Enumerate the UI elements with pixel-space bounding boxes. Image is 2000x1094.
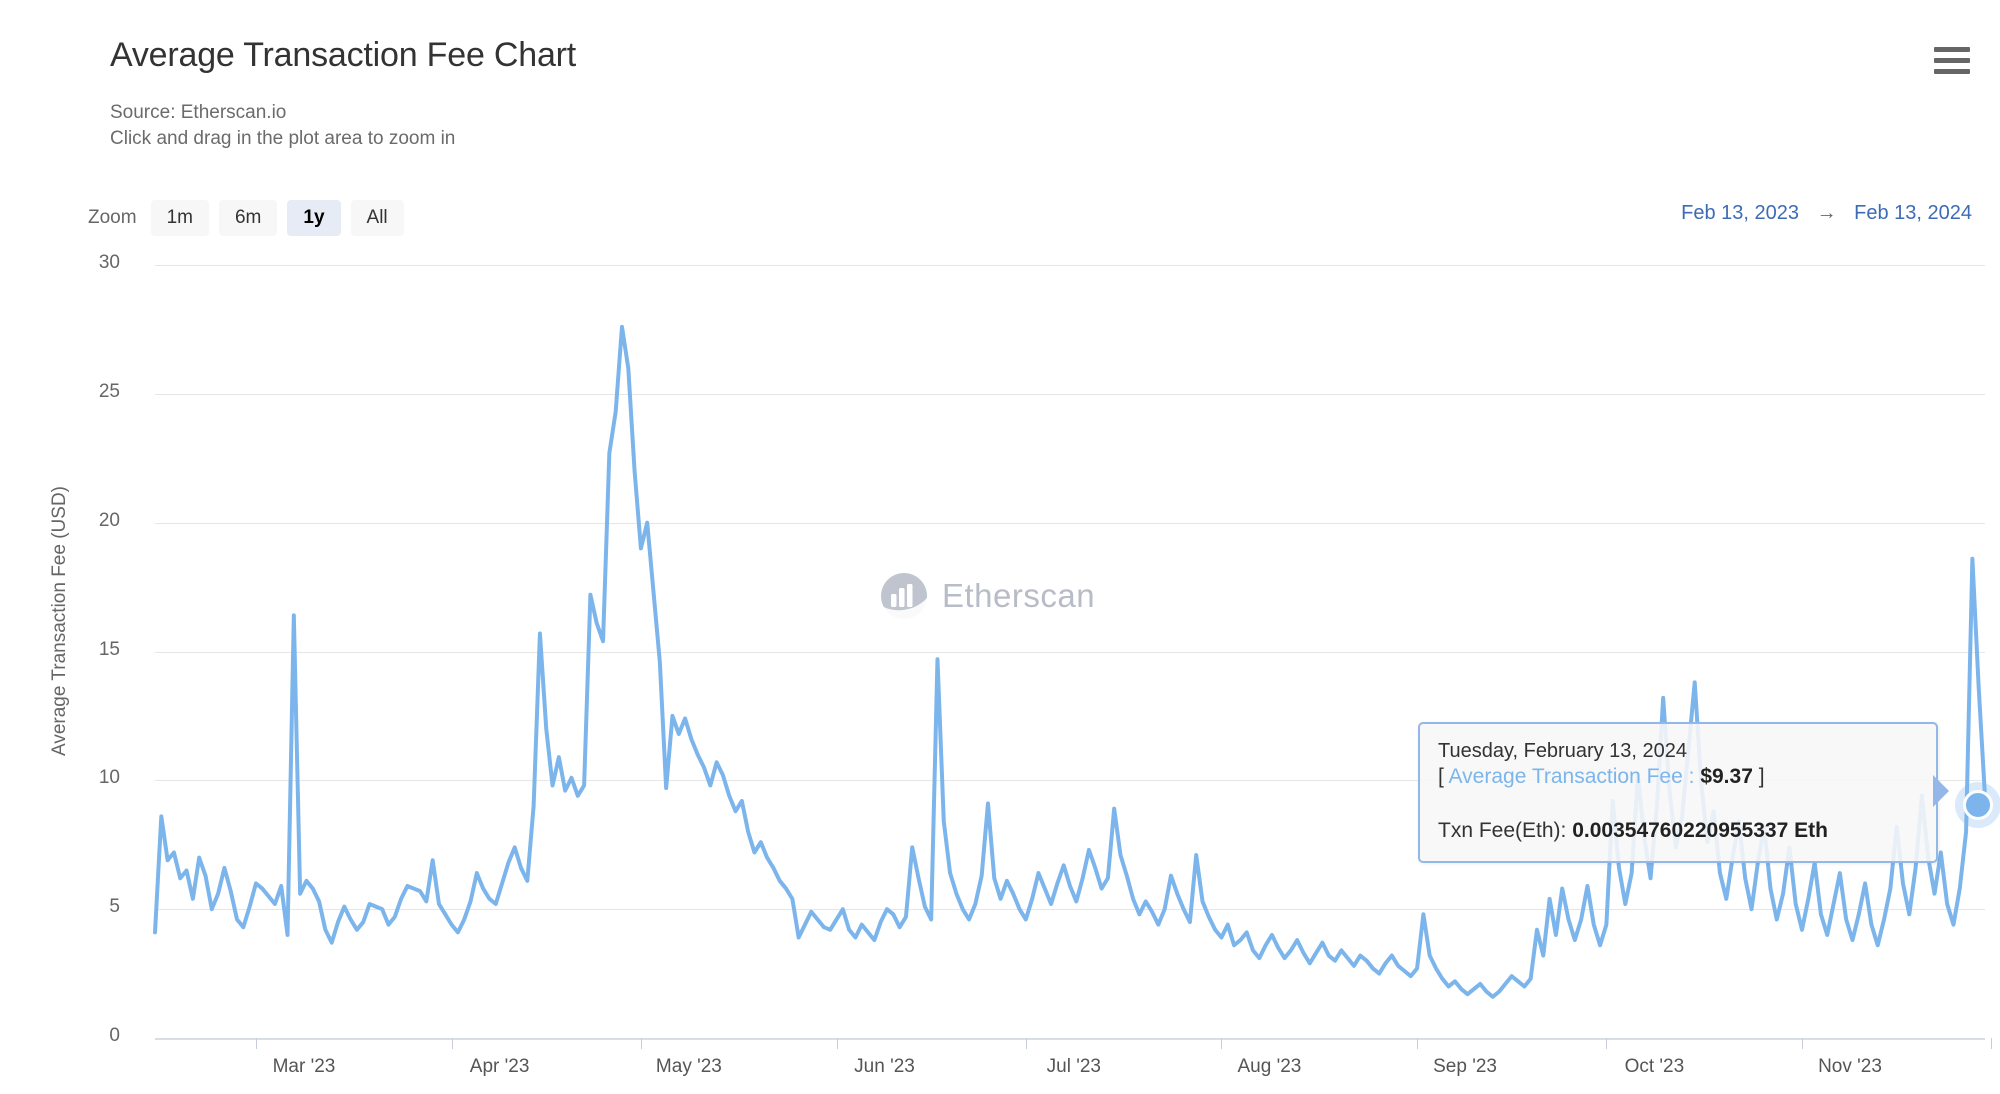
y-tick-label-15: 15 — [98, 638, 120, 660]
chart-tooltip: Tuesday, February 13, 2024 [ Average Tra… — [1418, 722, 1938, 863]
x-tick-7 — [1606, 1038, 1608, 1049]
range-to-date[interactable]: Feb 13, 2024 — [1854, 202, 1972, 224]
hamburger-menu-icon[interactable] — [1930, 40, 1974, 80]
tooltip-value-row: [ Average Transaction Fee : $9.37 ] — [1438, 765, 1918, 789]
gridline-y-25 — [155, 393, 1985, 395]
x-tick-label-5: Aug '23 — [1237, 1056, 1302, 1077]
tooltip-caret-icon — [1933, 775, 1949, 807]
tooltip-eth-label: Txn Fee(Eth): — [1438, 819, 1567, 842]
menu-bar-2 — [1934, 57, 1970, 63]
x-tick-label-1: Apr '23 — [469, 1056, 530, 1077]
x-tick-4 — [1025, 1038, 1027, 1049]
y-tick-label-5: 5 — [109, 896, 120, 918]
gridline-y-30 — [155, 265, 1985, 266]
x-tick-label-8: Nov '23 — [1818, 1056, 1882, 1077]
etherscan-logo-icon — [881, 573, 927, 619]
page-title: Average Transaction Fee Chart — [110, 36, 577, 74]
tooltip-open-bracket: [ — [1438, 765, 1444, 788]
watermark-text: Etherscan — [942, 577, 1096, 614]
x-tick-5 — [1221, 1038, 1223, 1049]
range-arrow-icon: → — [1816, 202, 1837, 224]
y-tick-label-30: 30 — [98, 252, 120, 273]
gridline-y-5 — [155, 909, 1985, 911]
range-from-date[interactable]: Feb 13, 2023 — [1681, 202, 1799, 224]
x-tick-label-6: Sep '23 — [1433, 1056, 1497, 1077]
x-tick-label-3: Jun '23 — [854, 1056, 915, 1077]
x-tick-2 — [640, 1038, 642, 1049]
x-tick-6 — [1417, 1038, 1419, 1049]
range-button-all[interactable]: All — [350, 200, 404, 236]
range-button-1m[interactable]: 1m — [150, 200, 209, 236]
x-tick-label-0: Mar '23 — [272, 1056, 336, 1077]
tooltip-separator: : — [1688, 765, 1695, 788]
x-tick-8 — [1802, 1038, 1803, 1049]
menu-bar-3 — [1934, 68, 1970, 74]
x-tick-label-7: Oct '23 — [1624, 1056, 1685, 1077]
x-tick-label-4: Jul '23 — [1046, 1056, 1101, 1077]
x-tick-label-2: May '23 — [655, 1056, 722, 1077]
tooltip-close-bracket: ] — [1758, 765, 1765, 788]
x-axis-line — [155, 1038, 1985, 1040]
y-tick-label-0: 0 — [109, 1025, 120, 1046]
chart-source-line: Source: Etherscan.io — [110, 102, 287, 123]
y-tick-label-25: 25 — [98, 380, 120, 402]
y-tick-label-10: 10 — [98, 767, 120, 789]
zoom-label: Zoom — [88, 207, 137, 228]
x-tick-9 — [1991, 1038, 1993, 1049]
tooltip-date: Tuesday, February 13, 2024 — [1438, 740, 1688, 762]
x-tick-3 — [836, 1038, 838, 1049]
date-range: Feb 13, 2023 → Feb 13, 2024 — [1681, 202, 1972, 225]
chart-subtitle: Source: Etherscan.io Click and drag in t… — [110, 100, 455, 152]
y-tick-label-20: 20 — [98, 509, 120, 531]
x-tick-0 — [255, 1038, 257, 1049]
gridline-y-15 — [155, 651, 1985, 653]
menu-bar-1 — [1934, 46, 1970, 52]
tooltip-value: $9.37 — [1700, 765, 1753, 788]
range-selector: Zoom 1m 6m 1y All — [88, 200, 414, 236]
gridline-y-20 — [155, 522, 1985, 524]
tooltip-series-name: Average Transaction Fee — [1448, 765, 1683, 788]
tooltip-eth-value: 0.00354760220955337 Eth — [1572, 819, 1828, 842]
x-tick-1 — [451, 1038, 453, 1049]
tooltip-eth-row: Txn Fee(Eth): 0.00354760220955337 Eth — [1438, 819, 1918, 843]
chart-hint-line: Click and drag in the plot area to zoom … — [110, 128, 456, 149]
hover-point-marker[interactable] — [1963, 790, 1993, 820]
range-button-1y[interactable]: 1y — [287, 200, 341, 236]
y-axis-title: Average Transaction Fee (USD) — [49, 486, 70, 756]
range-button-6m[interactable]: 6m — [218, 200, 278, 236]
etherscan-watermark: Etherscan — [880, 572, 1095, 620]
